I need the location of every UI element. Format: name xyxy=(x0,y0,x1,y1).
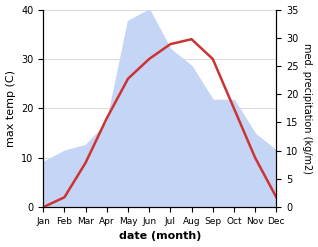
Y-axis label: med. precipitation (kg/m2): med. precipitation (kg/m2) xyxy=(302,43,313,174)
Y-axis label: max temp (C): max temp (C) xyxy=(5,70,16,147)
X-axis label: date (month): date (month) xyxy=(119,231,201,242)
